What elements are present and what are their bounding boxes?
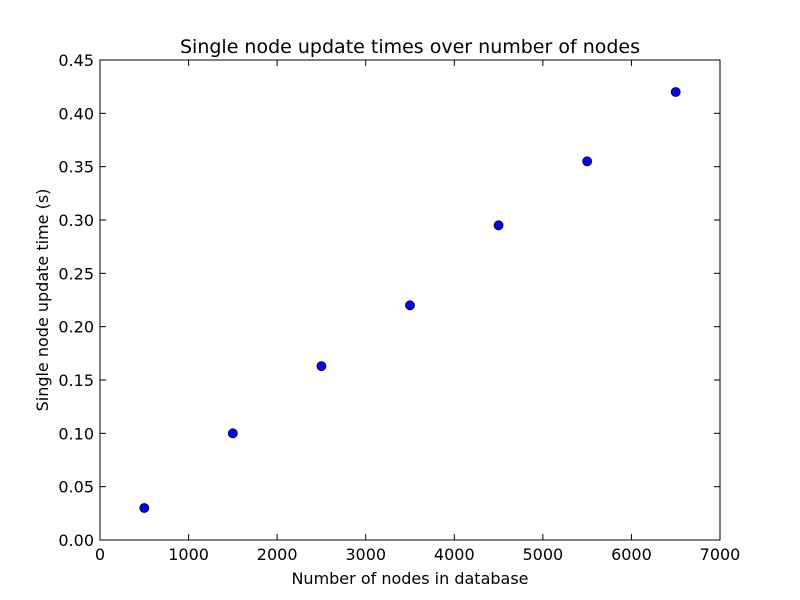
y-tick-label: 0.20 (58, 318, 94, 337)
y-tick-label: 0.15 (58, 371, 94, 390)
x-tick-label: 3000 (345, 545, 386, 564)
y-tick-label: 0.25 (58, 264, 94, 283)
y-tick-label: 0.40 (58, 104, 94, 123)
plot-frame (99, 59, 721, 541)
data-point (582, 156, 593, 167)
y-tick-label: 0.10 (58, 424, 94, 443)
y-tick-label: 0.30 (58, 211, 94, 230)
data-point (316, 361, 327, 372)
x-tick-label: 4000 (434, 545, 475, 564)
x-tick-label: 7000 (700, 545, 741, 564)
x-tick-label: 2000 (257, 545, 298, 564)
x-tick-label: 1000 (168, 545, 209, 564)
plot-area (100, 60, 720, 540)
data-point (670, 87, 681, 97)
data-point (405, 300, 415, 311)
data-points (139, 87, 681, 513)
axis-ticks: 0 1000 2000 3000 4000 5000 6000 7000 0.00 0.05 0.1… (58, 51, 740, 564)
x-tick-label: 0 (95, 545, 105, 564)
chart-title: Single node update times over number of … (180, 36, 640, 58)
x-tick-label: 5000 (522, 545, 563, 564)
data-point (227, 428, 238, 439)
y-axis-label: Single node update time (s) (33, 189, 52, 412)
y-tick-label: 0.35 (58, 158, 94, 177)
data-point (493, 220, 504, 231)
y-tick-label: 0.05 (58, 478, 94, 497)
y-tick-label: 0.45 (58, 51, 94, 70)
x-tick-label: 6000 (611, 545, 652, 564)
x-axis-label: Number of nodes in database (291, 569, 528, 588)
y-tick-label: 0.00 (58, 531, 94, 550)
data-point (139, 503, 150, 513)
